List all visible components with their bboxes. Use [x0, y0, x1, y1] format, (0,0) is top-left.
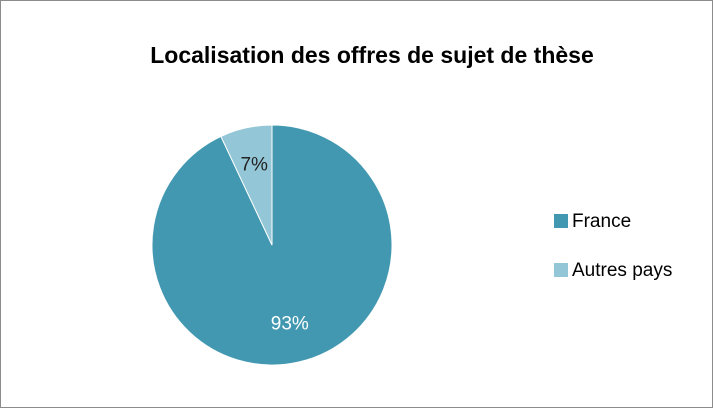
data-label: 93% — [271, 314, 309, 335]
pie-slice — [220, 124, 273, 246]
legend-swatch — [554, 263, 568, 277]
chart-title: Localisation des offres de sujet de thès… — [150, 42, 594, 68]
legend-label: France — [572, 211, 631, 232]
legend-swatch — [554, 214, 568, 228]
data-label: 7% — [240, 154, 268, 175]
legend-label: Autres pays — [572, 260, 672, 281]
